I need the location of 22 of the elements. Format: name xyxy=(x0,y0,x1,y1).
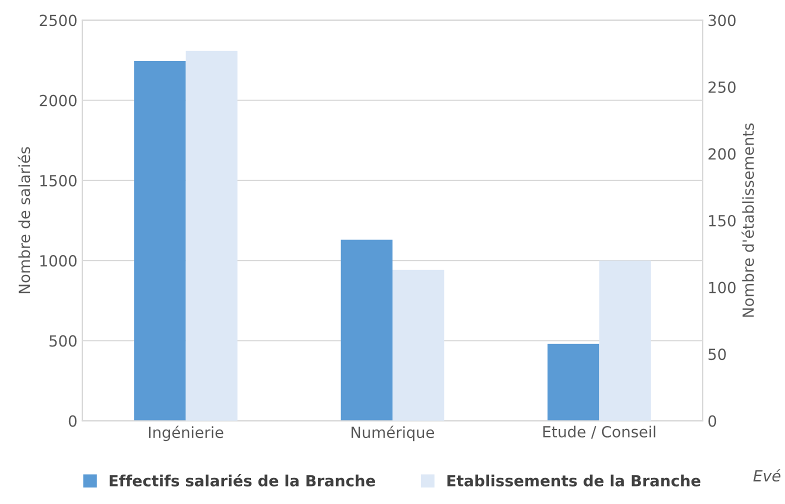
y-tick-label: 1500 xyxy=(40,174,77,186)
y2-tick-label: 150 xyxy=(709,214,736,227)
y2-tick-label: 300 xyxy=(708,14,736,26)
bar xyxy=(599,260,651,421)
text: Evé xyxy=(753,469,780,482)
y2-tick-label: 0 xyxy=(708,415,716,427)
x-tick-label: Numérique xyxy=(352,426,434,442)
y-axis-title: Nombre de salariés xyxy=(18,147,30,294)
y2-tick-label: 250 xyxy=(708,81,736,93)
y2-tick-label: 200 xyxy=(708,148,736,160)
x-tick-label: Etude / Conseil xyxy=(543,426,656,439)
y-tick-label: 2000 xyxy=(40,94,77,106)
y2-tick-label: 100 xyxy=(709,282,736,294)
legend-label: Etablissements de la Branche xyxy=(447,474,700,486)
legend-label: Effectifs salariés de la Branche xyxy=(110,474,376,486)
y2-axis-title: Nombre d'établissements xyxy=(742,123,754,317)
x-tick-label: Ingénierie xyxy=(149,426,224,442)
y-tick-label: 1000 xyxy=(40,255,77,267)
y-tick-label: 2500 xyxy=(40,14,77,26)
y-tick-label: 0 xyxy=(68,415,77,427)
y-tick-label: 500 xyxy=(50,335,77,347)
y2-tick-label: 50 xyxy=(708,348,726,360)
